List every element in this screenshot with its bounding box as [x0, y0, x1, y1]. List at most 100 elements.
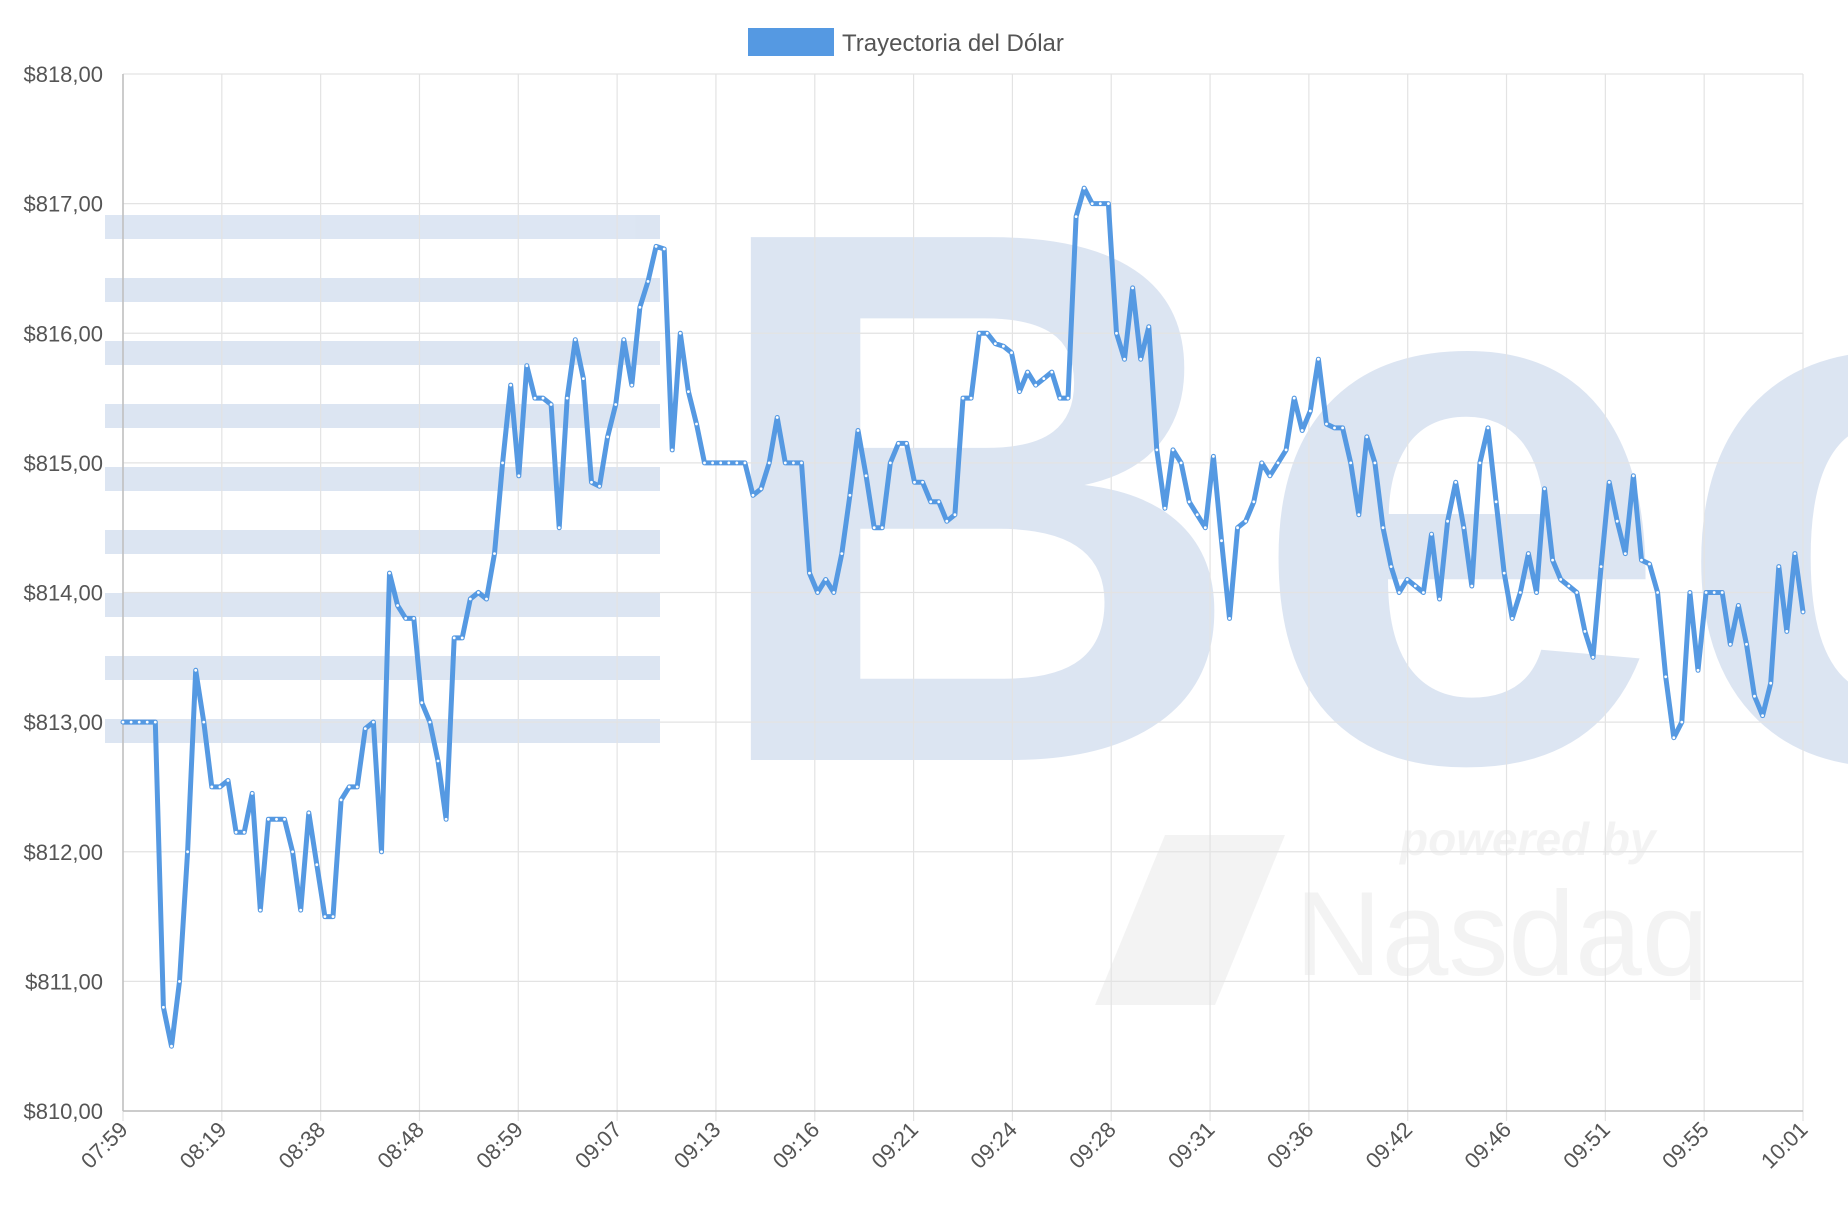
data-point	[1623, 552, 1627, 555]
data-point	[1737, 604, 1740, 607]
data-point	[1195, 513, 1199, 517]
data-point	[800, 461, 803, 465]
data-point	[662, 247, 666, 251]
data-point	[412, 617, 416, 620]
data-point	[226, 779, 230, 782]
data-point	[234, 830, 238, 834]
data-point	[501, 461, 504, 465]
data-point	[1365, 435, 1369, 439]
data-point	[1422, 591, 1425, 594]
data-point	[1527, 552, 1530, 555]
data-point	[1074, 215, 1078, 219]
data-point	[404, 617, 408, 620]
data-point	[129, 720, 133, 724]
data-point	[1220, 539, 1223, 543]
data-point	[1123, 357, 1126, 361]
data-point	[961, 396, 965, 400]
legend-swatch	[748, 28, 834, 56]
data-point	[1341, 426, 1344, 430]
data-point	[485, 597, 488, 601]
data-point	[242, 830, 246, 834]
data-point	[468, 597, 472, 601]
data-point	[1373, 461, 1377, 465]
data-point	[670, 448, 674, 452]
data-point	[573, 338, 577, 342]
data-point	[1454, 480, 1458, 484]
data-point	[1260, 461, 1264, 465]
data-point	[1777, 565, 1781, 568]
data-point	[1599, 565, 1603, 568]
data-point	[1656, 591, 1659, 594]
data-point	[969, 396, 973, 400]
data-point	[1648, 562, 1651, 566]
y-tick-label: $814,00	[23, 581, 103, 606]
data-point	[1139, 357, 1143, 361]
data-point	[315, 863, 319, 867]
legend[interactable]: Trayectoria del Dólar	[748, 28, 1064, 57]
data-point	[420, 701, 424, 705]
data-point	[339, 798, 343, 802]
data-point	[170, 1044, 173, 1048]
data-point	[210, 785, 214, 789]
data-point	[1018, 390, 1021, 393]
y-tick-label: $818,00	[23, 62, 103, 87]
data-point	[477, 591, 480, 594]
data-point	[1680, 720, 1684, 724]
data-point	[1438, 597, 1441, 601]
data-point	[1349, 461, 1353, 465]
data-point	[1163, 506, 1167, 510]
data-point	[1026, 370, 1029, 374]
data-point	[1567, 584, 1571, 588]
data-point	[1252, 500, 1256, 504]
data-point	[380, 850, 383, 854]
data-point	[864, 474, 868, 478]
data-point	[388, 571, 391, 575]
data-point	[1688, 591, 1692, 594]
y-tick-label: $810,00	[23, 1099, 103, 1124]
data-point	[783, 461, 787, 465]
data-point	[792, 461, 795, 465]
data-point	[719, 461, 723, 465]
data-point	[1470, 584, 1474, 588]
data-point	[727, 461, 731, 465]
partner-logo-mark	[1095, 835, 1285, 1005]
data-point	[565, 396, 569, 400]
data-point	[711, 461, 714, 465]
y-tick-label: $815,00	[23, 451, 103, 476]
data-point	[1090, 202, 1094, 206]
data-point	[1325, 422, 1328, 426]
data-point	[202, 720, 206, 724]
data-point	[1236, 526, 1239, 530]
data-point	[436, 759, 440, 763]
data-point	[695, 422, 698, 426]
data-point	[1640, 558, 1643, 562]
data-point	[751, 493, 755, 497]
data-point	[598, 484, 601, 488]
data-point	[525, 364, 529, 368]
data-point	[178, 980, 181, 983]
data-point	[145, 720, 149, 724]
data-point	[1728, 642, 1732, 646]
data-point	[549, 403, 553, 406]
data-point	[1212, 455, 1215, 458]
data-point	[840, 552, 844, 555]
data-point	[1179, 461, 1183, 465]
data-point	[1082, 186, 1086, 190]
data-point	[372, 720, 375, 724]
data-point	[953, 513, 957, 517]
data-point	[1510, 617, 1514, 620]
data-point	[1478, 461, 1482, 465]
watermark-brand-text: Bec	[700, 73, 1848, 922]
data-point	[1793, 552, 1797, 555]
data-point	[1244, 519, 1248, 523]
data-point	[1010, 351, 1013, 355]
data-point	[452, 636, 456, 640]
data-point	[1268, 474, 1272, 478]
data-point	[816, 591, 819, 594]
data-point	[1115, 331, 1118, 335]
data-point	[1801, 610, 1805, 614]
data-point	[1066, 396, 1070, 400]
axes	[122, 74, 1803, 1112]
data-point	[331, 915, 335, 918]
data-point	[1462, 526, 1466, 530]
